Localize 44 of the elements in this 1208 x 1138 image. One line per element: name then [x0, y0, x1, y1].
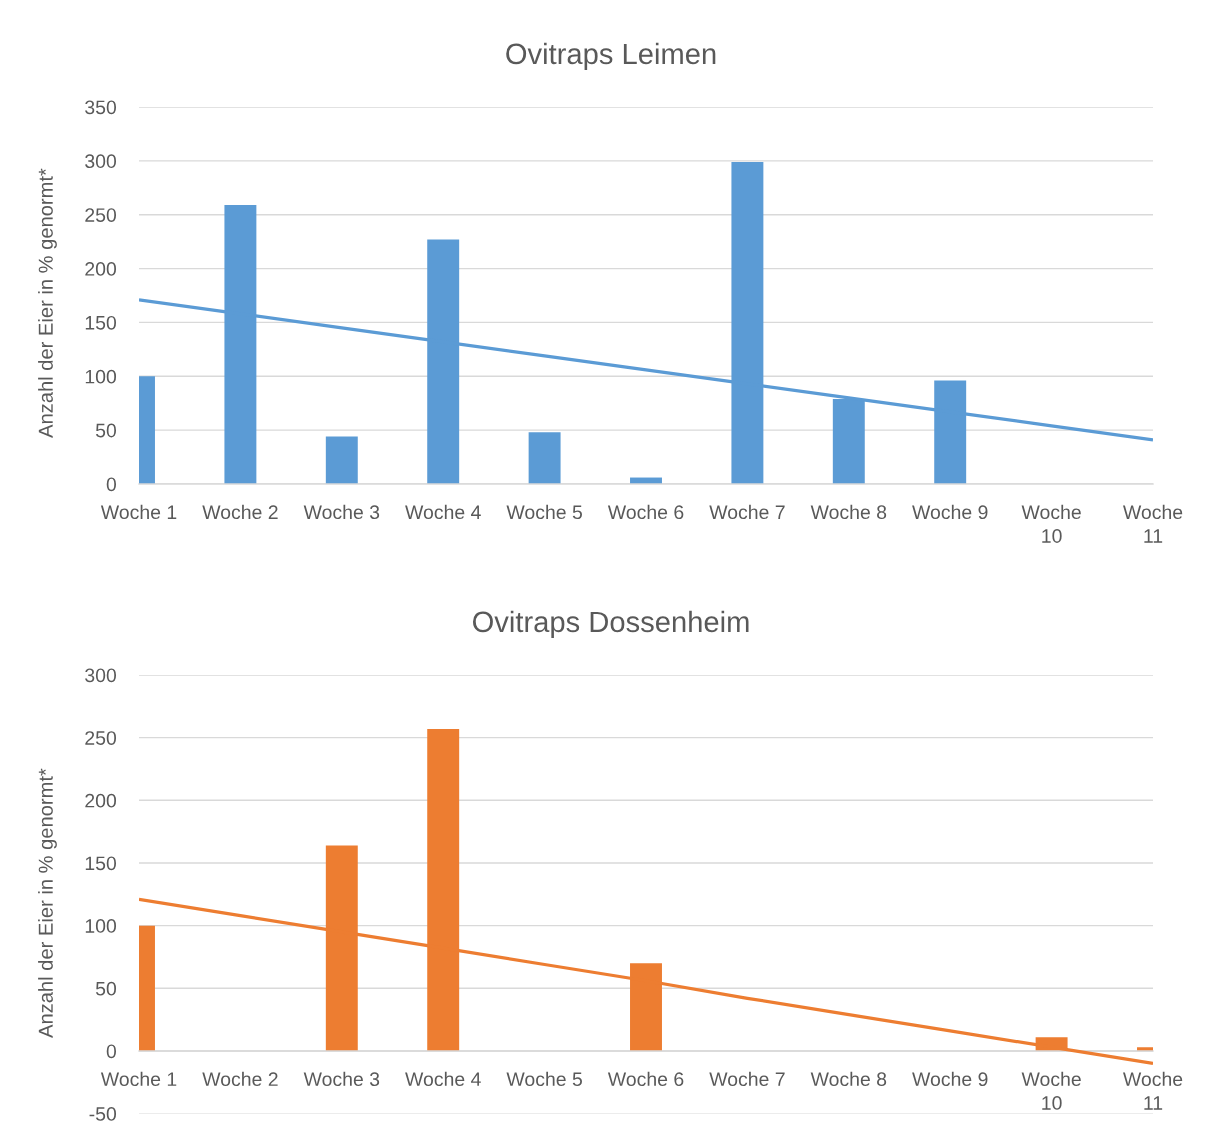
y-tick-label: 250 [85, 208, 117, 222]
x-tick-label: Woche 11 [1123, 1071, 1183, 1110]
x-tick-label: Woche 9 [912, 1071, 988, 1087]
x-tick-label: Woche 5 [506, 504, 582, 520]
x-tick-label: Woche 1 [100, 504, 177, 520]
x-tick-label: Woche 7 [709, 504, 785, 520]
x-tick-label: Woche 4 [405, 504, 481, 520]
y-tick-label: 100 [85, 369, 117, 384]
y-tick-label: 350 [85, 100, 117, 115]
y-tick-label: 50 [95, 423, 117, 438]
y-tick-label: 0 [106, 1044, 117, 1059]
y-tick-label: 300 [85, 154, 117, 169]
x-tick-label: Woche 3 [303, 1071, 380, 1087]
x-tick-label: Woche 10 [1021, 1071, 1081, 1110]
y-tick-label: 150 [85, 315, 117, 330]
chart-title: Ovitraps Leimen [506, 42, 716, 70]
y-tick-label: 0 [106, 477, 117, 492]
y-tick-label: 250 [85, 731, 117, 745]
x-tick-label: Woche 2 [202, 1071, 278, 1087]
y-tick-label: 50 [95, 981, 117, 996]
bar [325, 436, 358, 484]
x-tick-label: Woche 10 [1021, 504, 1081, 543]
y-axis-title: Anzahl der Eier in % genormt* [38, 768, 57, 1038]
x-tick-label: Woche 11 [1123, 504, 1183, 543]
x-tick-label: Woche 4 [405, 1071, 481, 1087]
x-tick-label: Woche 7 [709, 1071, 785, 1087]
y-tick-label: 200 [85, 793, 117, 808]
x-tick-label: Woche 6 [607, 504, 684, 520]
x-tick-label: Woche 8 [810, 504, 887, 520]
x-tick-label: Woche 9 [912, 504, 988, 520]
y-tick-label: 100 [85, 919, 117, 933]
y-axis-title: Anzahl der Eier in % genormt* [38, 168, 57, 438]
x-tick-label: Woche 1 [100, 1071, 177, 1087]
y-tick-label: 300 [85, 668, 117, 683]
chart-title: Ovitraps Dossenheim [472, 610, 749, 638]
y-tick-label: -50 [89, 1107, 117, 1121]
x-tick-label: Woche 5 [506, 1071, 582, 1087]
y-tick-label: 150 [85, 856, 117, 871]
x-tick-label: Woche 3 [303, 504, 380, 520]
x-tick-label: Woche 6 [607, 1071, 684, 1087]
x-tick-label: Woche 8 [810, 1071, 887, 1087]
y-tick-label: 200 [85, 262, 117, 276]
bar [528, 432, 561, 484]
x-tick-label: Woche 2 [202, 504, 278, 520]
